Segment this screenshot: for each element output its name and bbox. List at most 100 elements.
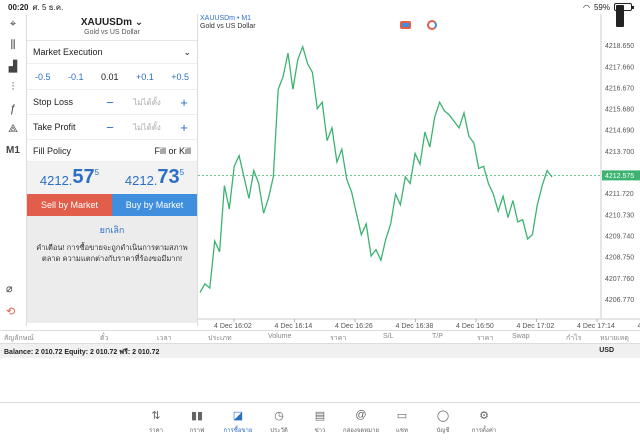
take-profit-row: Take Profit − ไม่ได้ตั้ง + [27,115,197,140]
volume-plus-05[interactable]: +0.5 [171,71,189,82]
y-tick-label: 4209.740 [605,233,634,240]
take-profit-label: Take Profit [33,122,76,132]
nav-history[interactable]: ◷ ประวัติ [259,403,300,447]
sync-icon[interactable]: ⟲ [6,306,16,318]
column-header[interactable]: ราคา [330,335,347,342]
column-header[interactable]: เวลา [157,335,172,342]
settings-icon: ⚙ [479,410,489,422]
mailbox-icon: @ [355,409,367,421]
column-header[interactable]: สัญลักษณ์ [4,335,34,342]
y-tick-label: 4207.760 [605,276,634,283]
y-tick-label: 4208.750 [605,255,634,262]
y-tick-label: 4211.720 [605,191,634,198]
nav-label: กล่องจดหมาย [342,428,380,434]
chart-canvas[interactable]: 4218.650 4217.660 4216.670 4215.680 4214.690… [198,14,640,330]
currency-label: USD [599,347,614,354]
fill-policy-value: Fill or Kill [154,145,191,156]
chart-icon: ▮▮ [190,410,204,422]
quotes-row: 4212. 57 5 4212. 73 5 [27,162,197,194]
function-icon[interactable]: ƒ [9,102,17,115]
balance-text: Balance: 2 010.72 Equity: 2 010.72 ฟรี: … [4,349,160,356]
take-profit-input[interactable]: ไม่ได้ตั้ง [133,122,161,132]
cancel-button[interactable]: ยกเลิก [99,225,125,235]
stop-loss-input[interactable]: ไม่ได้ตั้ง [133,97,161,107]
take-profit-plus-button[interactable]: + [180,119,188,135]
stop-loss-plus-button[interactable]: + [180,94,188,110]
y-tick-label: 4214.690 [605,128,634,135]
nav-trade[interactable]: ◪ การซื้อขาย [218,403,259,447]
column-header[interactable]: กำไร [566,335,582,342]
nav-settings[interactable]: ⚙ การตั้งค่า [464,403,505,447]
column-header[interactable]: T/P [432,333,443,340]
volume-plus-01[interactable]: +0.1 [135,71,154,82]
chart-toolbar: ⌖ ⫼ ▟ ⫶ ƒ ⟁ M1 [0,14,27,326]
x-tick-label: 4 Dec 16:50 [456,323,494,330]
battery-percent: 59% [593,2,610,12]
column-header[interactable]: Swap [512,333,530,340]
column-header[interactable]: S/L [383,333,394,340]
execution-type-select[interactable]: Market Execution ⌄ [27,41,197,64]
sell-one-click-icon[interactable] [400,21,411,29]
trade-levels-icon[interactable] [427,20,437,30]
nav-label: การซื้อขาย [223,428,253,434]
order-footer: ยกเลิก คำเตือน! การซื้อขายจะถูกดำเนินการ… [27,216,197,323]
nav-label: บัญชี [436,428,450,434]
chart-type-icon[interactable]: ⫼ [10,39,16,51]
price-chart[interactable]: 4218.650 4217.660 4216.670 4215.680 4214.690… [198,14,640,330]
status-date: ศ. 5 ธ.ค. [32,2,64,12]
column-header[interactable]: ราคา [477,335,494,342]
objects-icon[interactable]: ⟁ [8,123,18,135]
nav-account[interactable]: ◯ บัญชี [423,403,464,447]
fill-policy-row[interactable]: Fill Policy Fill or Kill [27,140,197,162]
ask-price: 4212. 73 5 [124,166,185,188]
account-icon: ◯ [436,410,450,422]
battery-icon [614,3,634,27]
bid-price: 4212. 57 5 [39,166,100,188]
chat-icon: ▭ [396,410,408,422]
nav-chat[interactable]: ▭ แชท [382,403,423,447]
y-tick-label: 4213.700 [605,149,634,156]
buy-by-market-button[interactable]: Buy by Market [112,194,197,216]
volume-value[interactable]: 0.01 [100,71,119,82]
column-header[interactable]: ประเภท [208,335,232,342]
stop-loss-minus-button[interactable]: − [106,94,114,110]
balance-bar: Balance: 2 010.72 Equity: 2 010.72 ฟรี: … [0,344,640,358]
symbol-selector[interactable]: XAUUSDm ⌄ Gold vs US Dollar [27,14,197,41]
volume-minus-01[interactable]: -0.1 [67,71,84,82]
status-right: ◠ 59% [583,2,634,27]
timeframe-label[interactable]: M1 [6,145,20,156]
one-click-icon[interactable]: ⌀ [6,283,13,295]
status-bar: 00:20 ศ. 5 ธ.ค. ◠ 59% [0,0,640,27]
nav-label: ราคา [149,428,163,434]
y-tick-label: 4216.670 [605,85,634,92]
nav-mailbox[interactable]: @ กล่องจดหมาย [341,403,382,447]
nav-quotes[interactable]: ⇅ ราคา [136,403,177,447]
volume-minus-05[interactable]: -0.5 [35,71,51,82]
column-header[interactable]: Volume [268,333,292,340]
column-header[interactable]: ตั๋ว [100,335,109,342]
x-tick-label: 4 Dec 16:26 [335,323,373,330]
nav-label: การตั้งค่า [471,428,497,434]
current-price-label: 4212.575 [605,173,634,180]
take-profit-minus-button[interactable]: − [106,119,114,135]
column-header[interactable]: หมายเหตุ [600,335,629,342]
trade-table-header: สัญลักษณ์ ตั๋ว เวลา ประเภท Volume ราคา S/L T/P ร… [0,330,640,344]
nav-chart[interactable]: ▮▮ กราฟ [177,403,218,447]
y-tick-label: 4215.680 [605,107,634,114]
sell-by-market-button[interactable]: Sell by Market [27,194,112,216]
x-tick-label: 4 Dec 16:38 [396,323,434,330]
quotes-icon: ⇅ [151,410,161,422]
y-tick-label: 4218.650 [605,43,634,50]
indicators-icon[interactable]: ▟ [8,61,18,73]
news-icon: ▤ [314,410,326,422]
nav-news[interactable]: ▤ ข่าว [300,403,341,447]
stop-loss-label: Stop Loss [33,97,74,107]
chart-subtitle: Gold vs US Dollar [200,23,256,30]
settings-sliders-icon[interactable]: ⫶ [11,81,15,93]
x-tick-label: 4 Dec 16:02 [214,323,252,330]
chart-title: XAUUSDm • M1 [200,15,252,22]
crosshair-icon[interactable]: ⌖ [9,18,17,30]
volume-stepper: -0.5 -0.1 0.01 +0.1 +0.5 [27,64,197,90]
symbol-description: Gold vs US Dollar [84,29,140,36]
